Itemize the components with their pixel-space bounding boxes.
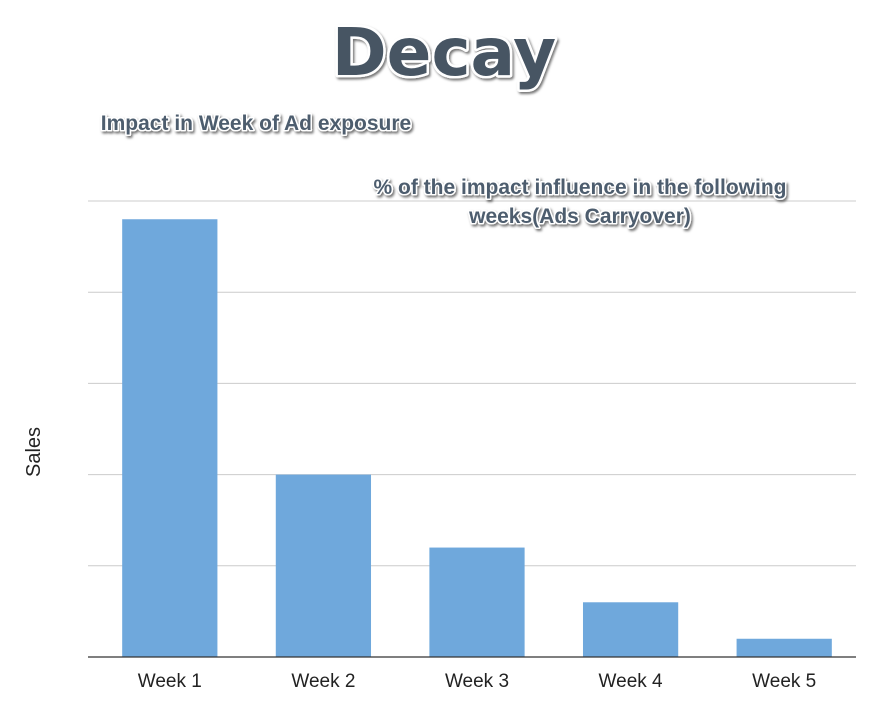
y-axis-label: Sales xyxy=(23,427,45,477)
x-tick-label: Week 5 xyxy=(752,671,816,692)
bar-week-5 xyxy=(736,638,832,657)
bar-week-3 xyxy=(429,547,525,657)
annotation-text: Impact in Week of Ad exposure xyxy=(101,112,411,135)
annotations: Impact in Week of Ad exposure % of the im… xyxy=(99,111,829,247)
x-tick-label: Week 4 xyxy=(599,671,664,692)
bars xyxy=(122,219,832,658)
bar-week-2 xyxy=(275,474,372,657)
bar-week-4 xyxy=(582,602,679,657)
x-tick-labels: Week 1 Week 2 Week 3 Week 4 Week 5 xyxy=(138,671,816,692)
x-tick-label: Week 1 xyxy=(138,671,202,692)
bar-week-1 xyxy=(122,219,218,658)
annotation-text: % of the impact influence in the followi… xyxy=(373,176,786,199)
x-tick-label: Week 2 xyxy=(291,671,355,692)
x-tick-label: Week 3 xyxy=(445,671,509,692)
annotation-text: weeks(Ads Carryover) xyxy=(468,205,691,228)
chart-title: Decay xyxy=(332,14,556,91)
